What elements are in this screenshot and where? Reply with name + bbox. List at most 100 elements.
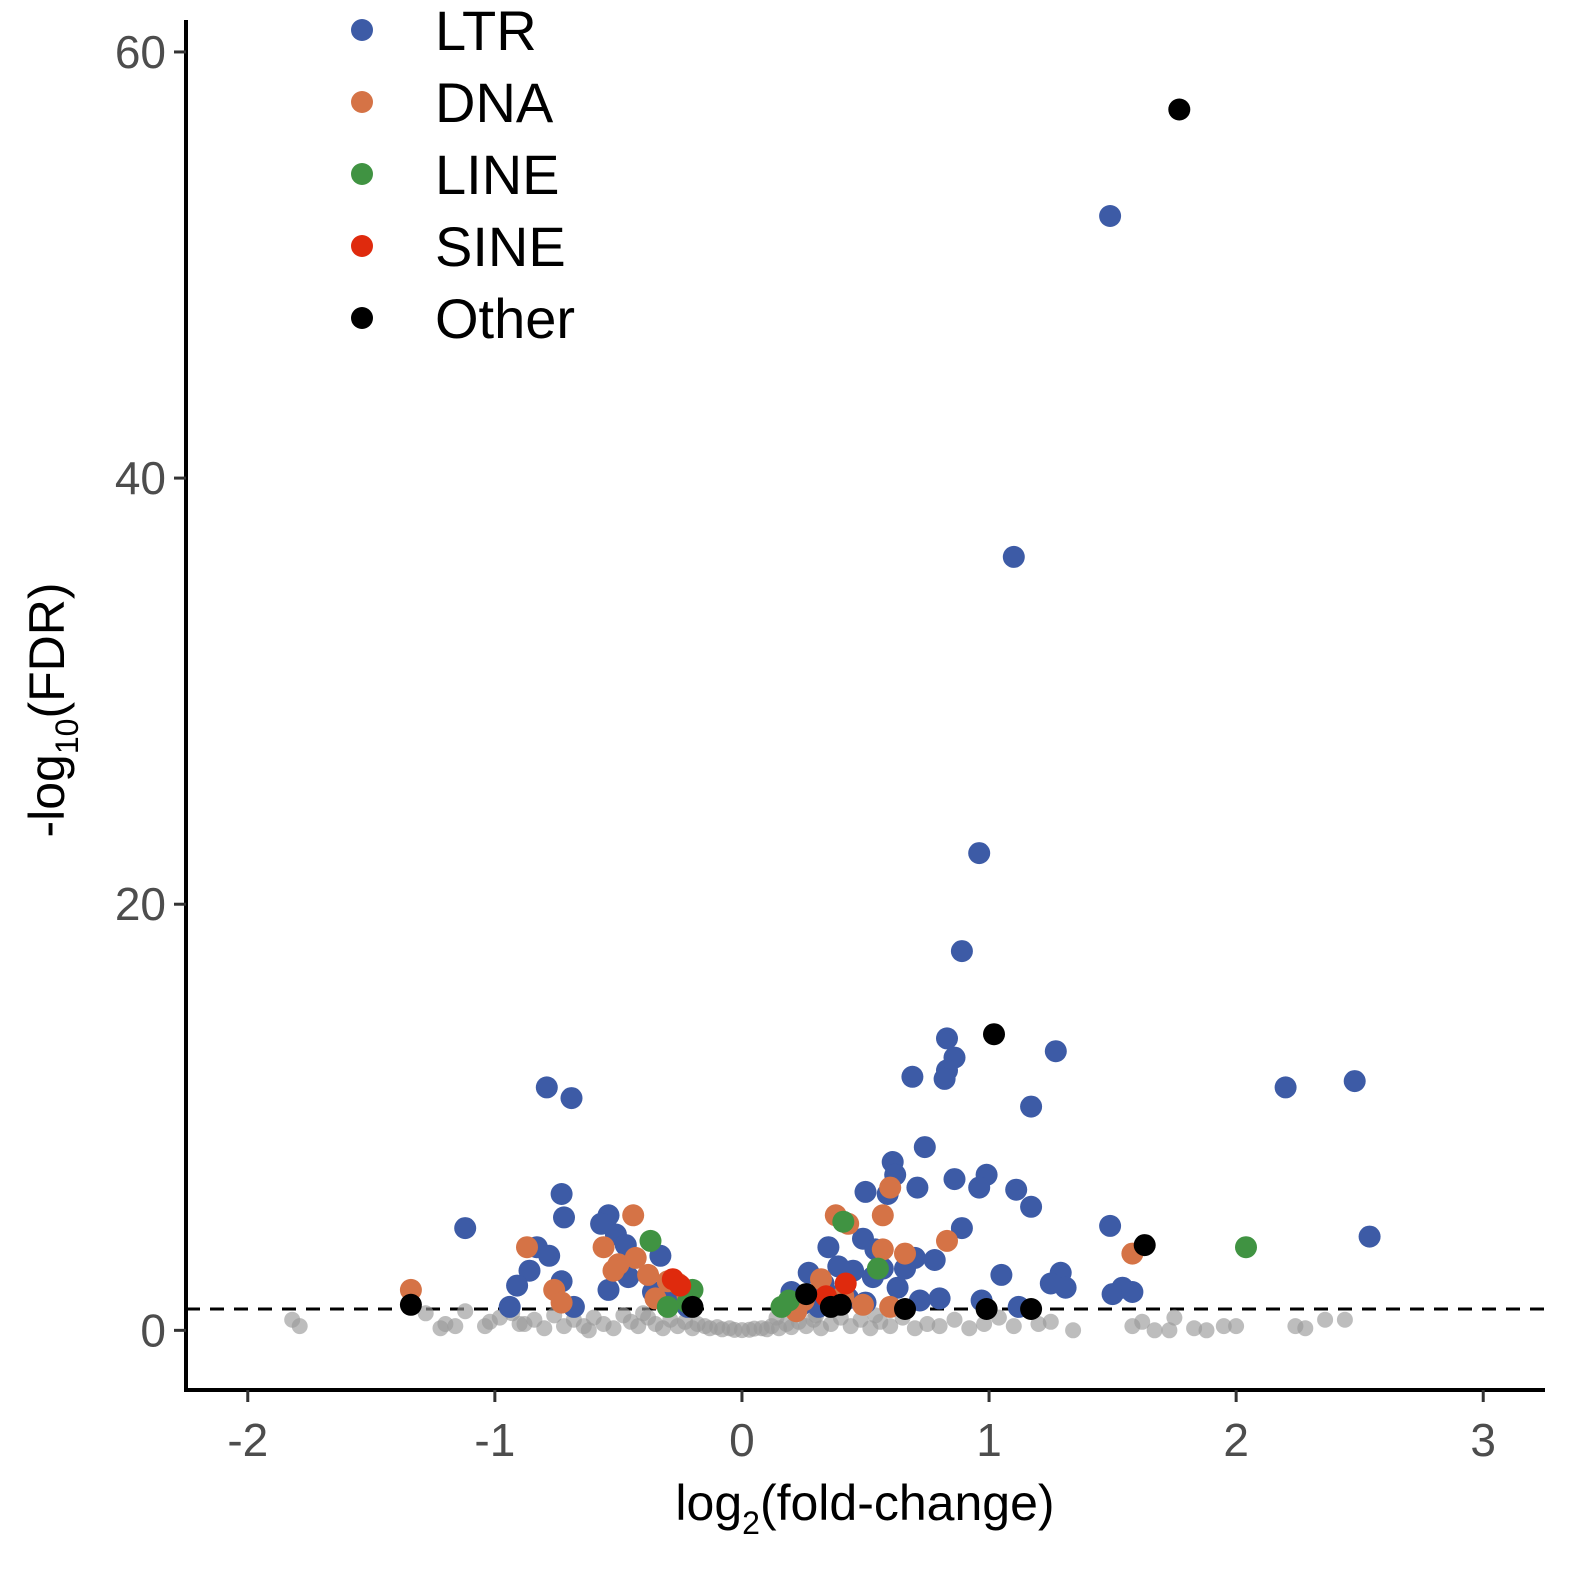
point-not-significant [1161,1322,1178,1339]
legend-key-ltr [351,19,373,41]
point-not-significant [291,1318,308,1335]
point-ltr [933,1067,956,1090]
point-not-significant [882,1318,899,1335]
point-ltr [817,1236,840,1259]
point-line [832,1210,855,1233]
point-not-significant [417,1305,434,1322]
y-tick-label: 0 [140,1304,166,1356]
point-not-significant [447,1318,464,1335]
point-not-significant [511,1316,528,1332]
x-tick-label: -2 [227,1414,268,1466]
point-not-significant [635,1305,652,1322]
legend-key-other [351,307,373,329]
x-tick-label: 1 [976,1414,1002,1466]
point-sine [669,1274,692,1297]
point-not-significant [961,1320,978,1337]
point-dna [871,1204,894,1227]
point-ltr [1005,1178,1028,1201]
point-ltr [854,1180,877,1203]
point-ltr [538,1244,561,1267]
legend-key-dna [351,91,373,113]
point-other [795,1283,818,1306]
series-sine [661,1268,857,1308]
x-axis-title: log2(fold-change) [675,1475,1054,1541]
point-ltr [923,1249,946,1271]
series-other [399,98,1191,1320]
point-not-significant [946,1311,963,1328]
x-ticks: -2 -1 0 1 2 3 [227,1390,1496,1466]
point-not-significant [1166,1309,1183,1326]
point-other [399,1293,422,1316]
point-not-significant [919,1316,936,1332]
point-ltr [1358,1225,1381,1248]
legend-label-dna: DNA [435,71,554,134]
point-dna [879,1176,902,1199]
axes-layer [184,20,1545,1392]
point-ltr [901,1065,924,1088]
y-tick-label: 40 [115,452,166,504]
point-not-significant [1134,1313,1151,1330]
x-tick-label: 3 [1470,1414,1496,1466]
point-ltr [968,1176,991,1199]
point-ltr [518,1259,541,1282]
point-ltr [906,1176,929,1199]
series-ltr [454,205,1381,1318]
point-line [1235,1236,1257,1259]
point-dna [550,1291,573,1314]
legend-label-line: LINE [435,143,560,206]
point-not-significant [906,1320,923,1337]
point-ltr [943,1168,966,1191]
x-tick-label: 2 [1223,1414,1249,1466]
legend-label-ltr: LTR [435,0,537,62]
point-ltr [550,1183,573,1205]
point-other [1020,1298,1043,1320]
point-not-significant [1297,1320,1314,1337]
point-dna [871,1238,894,1261]
point-ltr [913,1136,936,1159]
point-ltr [597,1278,620,1301]
x-tick-label: -1 [474,1414,515,1466]
point-ltr [928,1287,951,1310]
point-ltr [1121,1281,1144,1303]
point-line [866,1257,889,1280]
point-line [639,1229,662,1252]
point-dna [592,1236,615,1259]
point-ltr [535,1076,558,1099]
y-tick-label: 20 [115,878,166,930]
legend: LTR DNA LINE SINE Other [351,0,575,350]
point-not-significant [1146,1322,1163,1339]
x-tick-label: 0 [729,1414,755,1466]
legend-label-other: Other [435,287,575,350]
point-not-significant [1198,1322,1215,1339]
point-other [1168,98,1191,121]
points-layer [284,98,1381,1339]
point-ltr [1274,1076,1297,1099]
point-ltr [560,1087,583,1110]
point-dna [894,1242,916,1265]
point-dna [602,1259,625,1282]
point-sine [834,1272,857,1295]
point-not-significant [1065,1322,1082,1339]
point-ltr [1002,545,1025,568]
point-line [777,1289,800,1312]
point-ltr [1044,1040,1067,1063]
point-ltr [950,1217,973,1240]
legend-key-line [351,163,373,185]
y-ticks: 0 20 40 60 [115,26,186,1356]
y-tick-label: 60 [115,26,166,78]
point-other [829,1293,852,1316]
point-ltr [936,1027,958,1050]
point-not-significant [1030,1316,1047,1332]
point-ltr [1343,1070,1366,1093]
point-dna [637,1263,660,1286]
point-ltr [498,1295,521,1318]
point-not-significant [605,1320,622,1337]
point-not-significant [976,1316,993,1332]
point-dna [622,1204,645,1227]
point-not-significant [1317,1311,1334,1328]
point-ltr [1099,205,1122,227]
point-ltr [506,1274,529,1297]
point-dna [516,1236,538,1259]
point-other [1133,1234,1156,1257]
